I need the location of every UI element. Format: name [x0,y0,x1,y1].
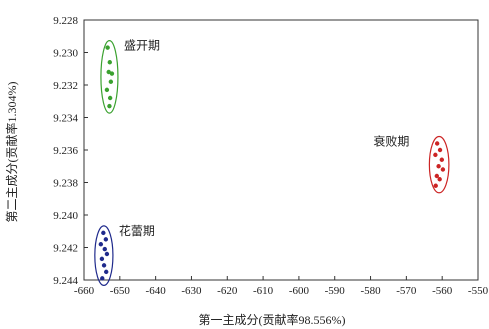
x-tick-label: -640 [146,285,167,297]
x-tick-label: -560 [432,285,453,297]
x-tick-label: -660 [74,285,95,297]
x-tick-label: -620 [217,285,238,297]
data-point [98,242,104,247]
group-ellipse [94,225,114,286]
y-tick-label: 9.236 [53,145,78,157]
data-point [104,269,109,275]
x-tick-label: -580 [360,285,381,297]
data-point [105,45,110,50]
data-point [108,79,114,84]
data-point [100,276,105,281]
data-point [107,60,112,65]
data-point [104,251,110,257]
data-point [101,263,107,268]
data-point [107,103,112,109]
point-group: 盛开期 [100,38,160,114]
y-tick-label: 9.242 [53,243,78,255]
y-axis: 9.228 9.230 9.232 9.234 9.236 9.238 9.240 9.242… [53,15,88,287]
data-point [434,141,440,146]
data-point [440,167,446,172]
data-point [101,230,106,236]
data-point [109,71,115,76]
x-tick-label: -590 [325,285,346,297]
data-point [439,157,445,162]
x-tick-label: -650 [110,285,131,297]
x-tick-label: -630 [181,285,202,297]
y-tick-label: 9.230 [53,48,78,60]
data-point [437,147,443,153]
y-axis-label: 第二主成分(贡献率1.304%) [4,82,19,223]
y-tick-label: 9.232 [53,80,78,92]
x-axis: -660 -650 -640 -630 -620 -610 -600 -590 -580 -570… [74,276,489,297]
point-group: 衰败期 [373,134,450,194]
group-label: 衰败期 [373,134,409,149]
plot-frame [83,19,479,281]
group-ellipse [100,40,119,114]
y-tick-label: 9.234 [53,113,78,125]
data-point [107,95,113,101]
data-point [104,87,110,93]
data-point [99,256,105,262]
point-group: 花蕾期 [94,223,155,286]
data-point [437,177,442,182]
y-tick-label: 9.238 [53,178,78,190]
plot-area [83,19,479,281]
x-axis-label: 第一主成分(贡献率98.556%) [199,312,346,327]
group-ellipse [428,135,450,194]
data-point [433,183,438,188]
x-tick-label: -600 [289,285,310,297]
y-tick-label: 9.228 [53,15,78,27]
y-tick-label: 9.240 [53,210,78,222]
x-tick-label: -570 [396,285,417,297]
data-point [103,237,109,242]
data-point [436,164,441,169]
data-point [433,152,438,158]
group-label: 花蕾期 [119,223,155,238]
x-tick-label: -610 [253,285,274,297]
data-point [434,173,440,179]
y-tick-label: 9.244 [53,275,78,287]
data-point [102,246,107,252]
x-tick-label: -550 [468,285,489,297]
group-label: 盛开期 [124,38,160,53]
